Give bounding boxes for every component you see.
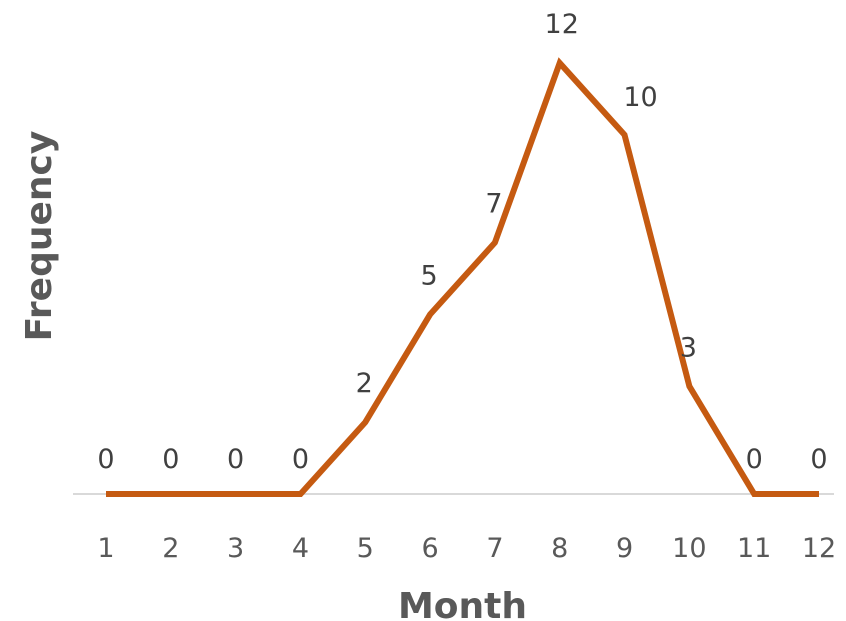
data-label-month-9: 10 xyxy=(623,82,657,113)
x-tick-label-1: 1 xyxy=(97,533,114,564)
x-tick-label-5: 5 xyxy=(357,533,374,564)
x-tick-label-2: 2 xyxy=(162,533,179,564)
data-label-month-4: 0 xyxy=(292,444,309,475)
x-tick-label-6: 6 xyxy=(421,533,438,564)
data-label-month-10: 3 xyxy=(680,332,697,363)
x-tick-label-12: 12 xyxy=(802,533,836,564)
series-line xyxy=(106,57,819,497)
x-tick-labels: 1 2 3 4 5 6 7 8 9 10 11 12 xyxy=(97,533,836,564)
x-tick-label-3: 3 xyxy=(227,533,244,564)
data-label-layer: 0 0 0 0 2 5 7 12 10 3 0 0 xyxy=(97,9,827,475)
x-tick-label-4: 4 xyxy=(292,533,309,564)
data-label-month-2: 0 xyxy=(162,444,179,475)
x-tick-label-8: 8 xyxy=(551,533,568,564)
data-label-month-5: 2 xyxy=(356,368,373,399)
x-axis-title: Month xyxy=(398,586,527,621)
x-tick-label-9: 9 xyxy=(616,533,633,564)
data-label-month-7: 7 xyxy=(485,189,502,220)
data-label-month-8: 12 xyxy=(545,9,579,40)
series-layer xyxy=(106,57,819,497)
data-label-month-11: 0 xyxy=(746,444,763,475)
data-label-month-3: 0 xyxy=(227,444,244,475)
data-label-month-6: 5 xyxy=(420,260,437,291)
data-label-month-1: 0 xyxy=(97,444,114,475)
x-tick-label-11: 11 xyxy=(737,533,771,564)
data-label-month-12: 0 xyxy=(810,444,827,475)
x-tick-label-7: 7 xyxy=(486,533,503,564)
y-axis-title: Frequency xyxy=(19,131,60,342)
x-tick-label-10: 10 xyxy=(672,533,706,564)
